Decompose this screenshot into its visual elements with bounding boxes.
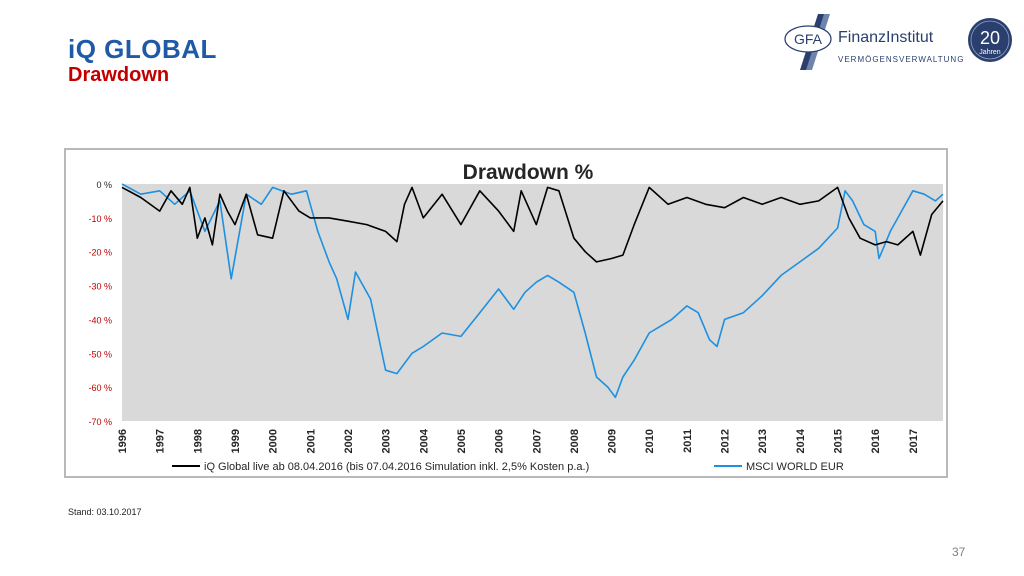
anniversary-number: 20 [980, 28, 1000, 48]
chart-title: Drawdown % [463, 161, 594, 184]
anniversary-word: Jahren [979, 49, 1001, 56]
y-tick-label: -10 % [88, 214, 112, 224]
x-tick-label: 2004 [418, 428, 430, 453]
y-tick-label: -30 % [88, 282, 112, 292]
chart-container: Drawdown % 0 % -10 % -20 % -30 % -40 % -50 % -… [64, 148, 948, 478]
x-tick-label: 1998 [192, 429, 204, 453]
x-tick-label: 2010 [644, 429, 656, 453]
company-logo: GFA FinanzInstitut VERMÖGENSVERWALTUNG 2… [784, 14, 1012, 70]
x-tick-label: 2011 [682, 429, 694, 453]
x-tick-label: 2014 [795, 428, 807, 453]
y-axis: 0 % -10 % -20 % -30 % -40 % -50 % -60 % -70 % [88, 180, 112, 427]
data-date-note: Stand: 03.10.2017 [68, 507, 142, 517]
x-tick-label: 2001 [305, 429, 317, 453]
x-tick-label: 2002 [343, 429, 355, 453]
page-subtitle: Drawdown [68, 64, 170, 86]
x-tick-label: 2017 [908, 429, 920, 453]
x-tick-label: 2016 [870, 429, 882, 453]
x-tick-label: 2000 [268, 429, 280, 453]
x-tick-label: 2007 [531, 429, 543, 453]
y-tick-label: -70 % [88, 417, 112, 427]
gfa-mark-icon: GFA [784, 14, 832, 70]
anniversary-badge-icon: 20 Jahren [968, 18, 1012, 62]
page-title: iQ GLOBAL [68, 34, 217, 64]
x-tick-label: 2013 [757, 429, 769, 453]
y-tick-label: -60 % [88, 383, 112, 393]
series-line [121, 186, 944, 263]
series-lines [121, 183, 944, 399]
logo-tagline: VERMÖGENSVERWALTUNG [838, 55, 964, 64]
x-axis: 1996 1997 1998 1999 2000 2001 2002 2003 2004 2005… [117, 428, 920, 453]
page-number: 37 [952, 545, 966, 559]
x-tick-label: 2005 [456, 429, 468, 453]
plot-area [122, 184, 943, 421]
x-tick-label: 1999 [230, 429, 242, 453]
legend-label: MSCI WORLD EUR [746, 461, 844, 473]
x-tick-label: 2009 [607, 429, 619, 453]
y-tick-label: 0 % [96, 180, 112, 190]
y-tick-label: -20 % [88, 248, 112, 258]
x-tick-label: 2015 [833, 429, 845, 453]
x-tick-label: 2008 [569, 429, 581, 453]
y-tick-label: -50 % [88, 349, 112, 359]
x-tick-label: 1996 [117, 429, 129, 453]
x-tick-label: 2012 [720, 429, 732, 453]
x-tick-label: 2006 [494, 429, 506, 453]
logo-mark-text: GFA [794, 31, 823, 47]
series-line [121, 183, 944, 399]
logo-company-name: FinanzInstitut [838, 29, 934, 46]
chart-legend: iQ Global live ab 08.04.2016 (bis 07.04.… [172, 461, 844, 473]
drawdown-chart: Drawdown % 0 % -10 % -20 % -30 % -40 % -50 % -… [88, 161, 944, 473]
legend-label: iQ Global live ab 08.04.2016 (bis 07.04.… [204, 461, 589, 473]
x-tick-label: 1997 [155, 429, 167, 453]
x-tick-label: 2003 [381, 429, 393, 453]
y-tick-label: -40 % [88, 315, 112, 325]
